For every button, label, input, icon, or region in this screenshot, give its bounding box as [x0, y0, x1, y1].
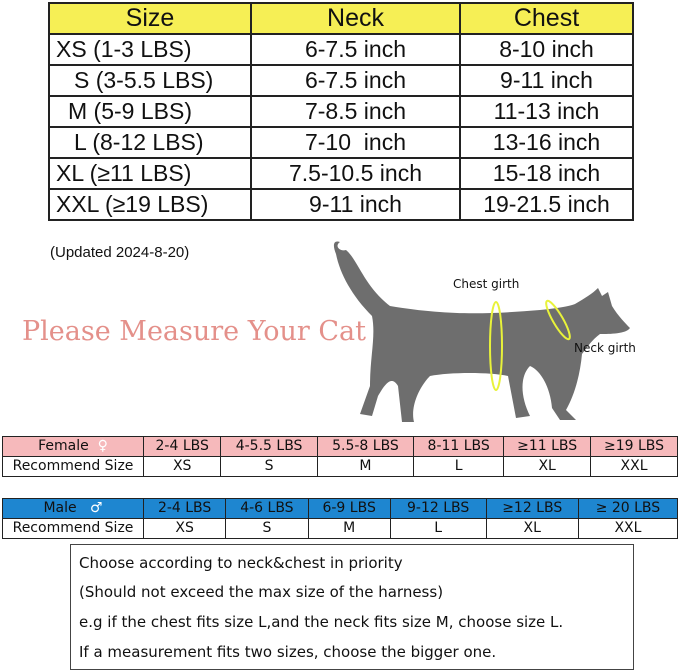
- cat-measure-diagram: [333, 241, 630, 422]
- female-label: Female: [38, 438, 89, 454]
- table-row: L (8-12 LBS) 7-10 inch 13-16 inch: [48, 126, 634, 159]
- table-row: XS (1-3 LBS) 6-7.5 inch 8-10 inch: [48, 33, 634, 66]
- chest-cell: 9-11 inch: [459, 64, 634, 97]
- size-cell: S (3-5.5 LBS): [48, 64, 252, 97]
- female-label-cell: Female ♀: [2, 436, 144, 457]
- weight-cell: ≥12 LBS: [485, 498, 579, 519]
- weight-cell: 6-9 LBS: [307, 498, 391, 519]
- weight-cell: 9-12 LBS: [389, 498, 487, 519]
- size-cell: XS: [142, 456, 222, 477]
- recommend-size-label: Recommend Size: [2, 456, 144, 477]
- tip-text: If a measurement fits two sizes, choose …: [79, 643, 497, 661]
- chest-girth-ring: [489, 301, 503, 391]
- neck-cell: 6-7.5 inch: [250, 64, 461, 97]
- weight-cell: ≥11 LBS: [503, 436, 592, 457]
- table-row: M (5-9 LBS) 7-8.5 inch 11-13 inch: [48, 95, 634, 128]
- size-cell: L: [389, 518, 487, 539]
- header-size: Size: [48, 2, 252, 35]
- size-cell: XS: [142, 518, 227, 539]
- weight-cell: 2-4 LBS: [142, 498, 227, 519]
- neck-cell: 9-11 inch: [250, 188, 461, 221]
- cat-silhouette: [333, 241, 630, 422]
- male-size-table: Male ♂ 2-4 LBS 4-6 LBS 6-9 LBS 9-12 LBS ≥12 …: [2, 498, 679, 539]
- female-symbol-icon: ♀: [97, 438, 108, 454]
- chest-cell: 15-18 inch: [459, 157, 634, 190]
- chest-cell: 8-10 inch: [459, 33, 634, 66]
- female-weight-row: Female ♀ 2-4 LBS 4-5.5 LBS 5.5-8 LBS 8-11 L…: [2, 436, 678, 457]
- chest-cell: 11-13 inch: [459, 95, 634, 128]
- neck-cell: 7-8.5 inch: [250, 95, 461, 128]
- size-cell: XL: [485, 518, 579, 539]
- chest-cell: 19-21.5 inch: [459, 188, 634, 221]
- size-cell: S: [225, 518, 309, 539]
- measure-title: Please Measure Your Cat: [22, 316, 366, 347]
- size-cell: L: [413, 456, 505, 477]
- size-chart-table: Size Neck Chest XS (1-3 LBS) 6-7.5 inch 8-…: [48, 2, 634, 221]
- neck-cell: 6-7.5 inch: [250, 33, 461, 66]
- weight-cell: 8-11 LBS: [413, 436, 505, 457]
- table-row: S (3-5.5 LBS) 6-7.5 inch 9-11 inch: [48, 64, 634, 97]
- table-row: XL (≥11 LBS) 7.5-10.5 inch 15-18 inch: [48, 157, 634, 190]
- male-label: Male: [43, 500, 77, 516]
- weight-cell: ≥ 20 LBS: [577, 498, 679, 519]
- male-size-row: Recommend Size XS S M L XL XXL: [2, 518, 679, 539]
- size-chart-header: Size Neck Chest: [48, 2, 634, 35]
- size-cell: XXL (≥19 LBS): [48, 188, 252, 221]
- header-neck: Neck: [250, 2, 461, 35]
- table-row: XXL (≥19 LBS) 9-11 inch 19-21.5 inch: [48, 188, 634, 221]
- tip-text: Choose according to neck&chest in priori…: [79, 554, 403, 572]
- chest-girth-label: Chest girth: [453, 277, 520, 291]
- size-cell: XL (≥11 LBS): [48, 157, 252, 190]
- header-chest: Chest: [459, 2, 634, 35]
- chest-cell: 13-16 inch: [459, 126, 634, 159]
- updated-note: (Updated 2024-8-20): [50, 244, 190, 261]
- female-size-table: Female ♀ 2-4 LBS 4-5.5 LBS 5.5-8 LBS 8-11 L…: [2, 436, 678, 477]
- weight-cell: 5.5-8 LBS: [316, 436, 415, 457]
- tips-box: Choose according to neck&chest in priori…: [70, 544, 634, 670]
- tip-text: (Should not exceed the max size of the h…: [79, 583, 444, 601]
- size-cell: S: [220, 456, 318, 477]
- weight-cell: 4-5.5 LBS: [220, 436, 318, 457]
- neck-cell: 7-10 inch: [250, 126, 461, 159]
- neck-girth-label: Neck girth: [574, 341, 636, 355]
- size-cell: M: [307, 518, 391, 539]
- size-cell: M (5-9 LBS): [48, 95, 252, 128]
- weight-cell: 2-4 LBS: [142, 436, 222, 457]
- size-cell: M: [316, 456, 415, 477]
- size-cell: XXL: [590, 456, 678, 477]
- weight-cell: ≥19 LBS: [590, 436, 678, 457]
- size-cell: XL: [503, 456, 592, 477]
- female-size-row: Recommend Size XS S M L XL XXL: [2, 456, 678, 477]
- size-cell: XS (1-3 LBS): [48, 33, 252, 66]
- weight-cell: 4-6 LBS: [225, 498, 309, 519]
- neck-girth-ring: [545, 299, 571, 341]
- male-weight-row: Male ♂ 2-4 LBS 4-6 LBS 6-9 LBS 9-12 LBS ≥12 …: [2, 498, 679, 519]
- recommend-size-label: Recommend Size: [2, 518, 144, 539]
- neck-cell: 7.5-10.5 inch: [250, 157, 461, 190]
- size-cell: L (8-12 LBS): [48, 126, 252, 159]
- male-symbol-icon: ♂: [89, 500, 103, 516]
- size-cell: XXL: [577, 518, 679, 539]
- male-label-cell: Male ♂: [2, 498, 144, 519]
- tip-text: e.g if the chest fits size L,and the nec…: [79, 613, 564, 631]
